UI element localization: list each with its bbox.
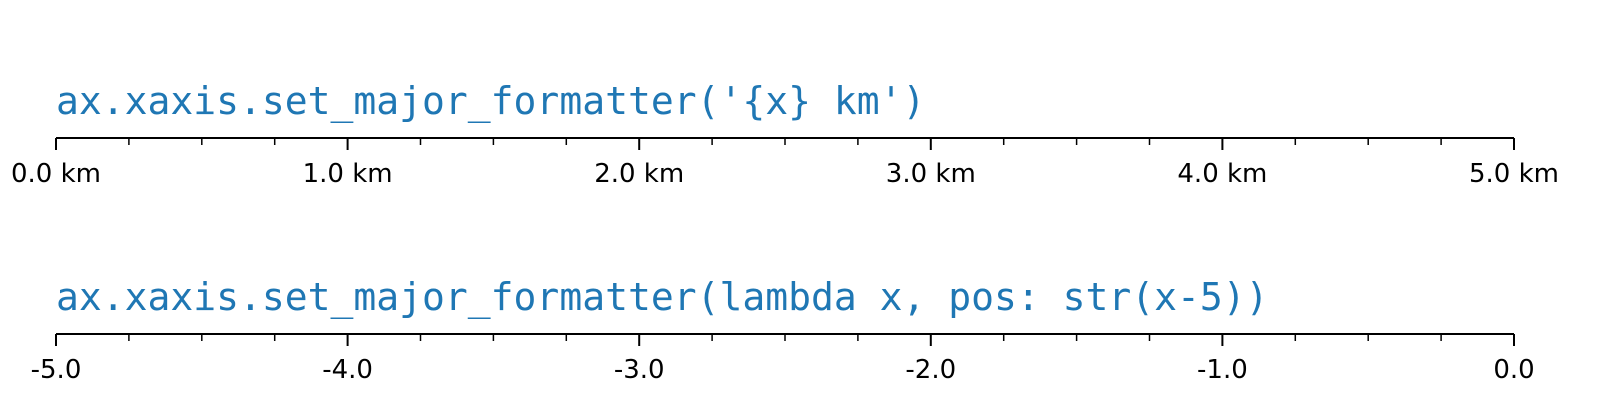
tick-label: -5.0 bbox=[31, 355, 82, 385]
tick-label: -1.0 bbox=[1197, 355, 1248, 385]
tick-label: -3.0 bbox=[614, 355, 665, 385]
panel-title: ax.xaxis.set_major_formatter('{x} km') bbox=[56, 79, 925, 124]
axis-panel-2: ax.xaxis.set_major_formatter(lambda x, p… bbox=[31, 275, 1535, 385]
axis-panel-1: ax.xaxis.set_major_formatter('{x} km') 0… bbox=[11, 79, 1559, 189]
panel-title: ax.xaxis.set_major_formatter(lambda x, p… bbox=[56, 275, 1269, 320]
tick-label: 5.0 km bbox=[1469, 159, 1559, 189]
tick-label: 1.0 km bbox=[303, 159, 393, 189]
tick-label: 4.0 km bbox=[1177, 159, 1267, 189]
tick-label: 0.0 bbox=[1493, 355, 1534, 385]
tick-label: -4.0 bbox=[322, 355, 373, 385]
tick-label: 3.0 km bbox=[886, 159, 976, 189]
tick-label: 2.0 km bbox=[594, 159, 684, 189]
tick-label: -2.0 bbox=[905, 355, 956, 385]
tick-label: 0.0 km bbox=[11, 159, 101, 189]
